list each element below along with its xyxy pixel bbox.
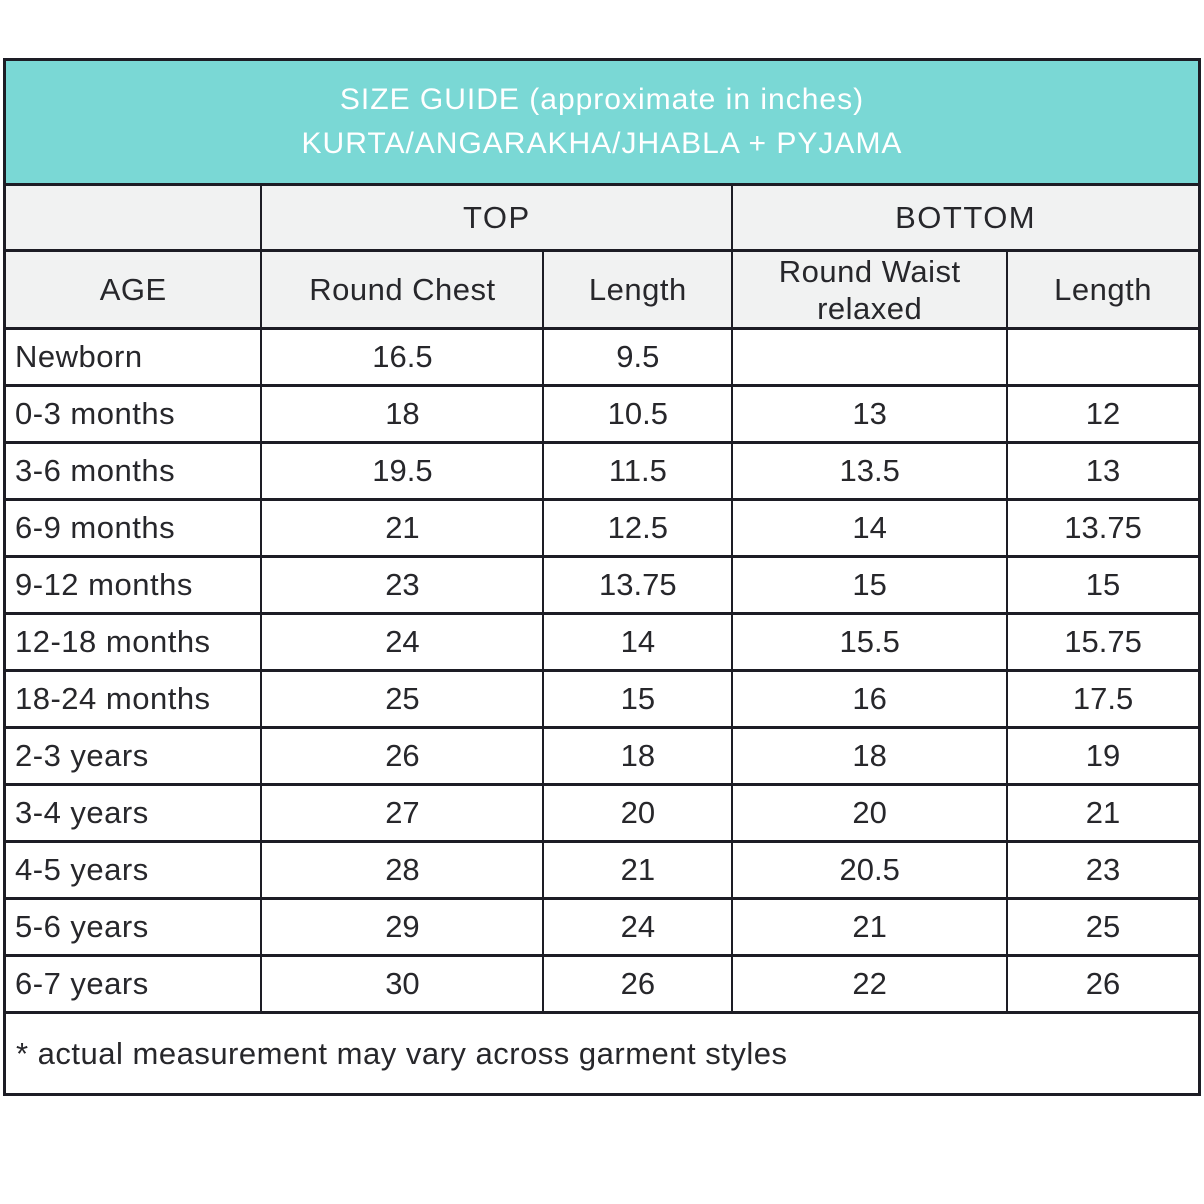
round-chest-cell: 29	[260, 897, 545, 957]
group-spacer-cell	[3, 183, 263, 252]
age-cell: 12-18 months	[3, 612, 263, 672]
bottom-length-cell: 15	[1006, 555, 1201, 615]
table-row: Newborn 16.5 9.5	[3, 327, 1201, 387]
table-row: 2-3 years 26 18 18 19	[3, 726, 1201, 786]
bottom-length-cell: 17.5	[1006, 669, 1201, 729]
age-cell: 2-3 years	[3, 726, 263, 786]
table-row: 9-12 months 23 13.75 15 15	[3, 555, 1201, 615]
top-length-cell: 24	[542, 897, 734, 957]
table-subtitle: KURTA/ANGARAKHA/JHABLA + PYJAMA	[301, 127, 903, 160]
round-waist-cell: 16	[731, 669, 1009, 729]
round-chest-cell: 24	[260, 612, 545, 672]
column-header-age: AGE	[3, 249, 263, 330]
top-length-cell: 9.5	[542, 327, 734, 387]
top-length-cell: 13.75	[542, 555, 734, 615]
round-chest-cell: 16.5	[260, 327, 545, 387]
age-cell: 0-3 months	[3, 384, 263, 444]
bottom-length-cell: 12	[1006, 384, 1201, 444]
column-header-round-waist: Round Waist relaxed	[731, 249, 1009, 330]
round-chest-cell: 23	[260, 555, 545, 615]
round-waist-cell: 13	[731, 384, 1009, 444]
column-header-round-chest: Round Chest	[260, 249, 545, 330]
title-banner: SIZE GUIDE (approximate in inches) KURTA…	[3, 58, 1201, 186]
top-length-cell: 20	[542, 783, 734, 843]
age-cell: 6-7 years	[3, 954, 263, 1014]
bottom-length-cell: 21	[1006, 783, 1201, 843]
top-length-cell: 10.5	[542, 384, 734, 444]
size-guide: SIZE GUIDE (approximate in inches) KURTA…	[3, 58, 1201, 1096]
column-group-bottom: BOTTOM	[731, 183, 1201, 252]
age-cell: 9-12 months	[3, 555, 263, 615]
round-waist-label: Round Waist relaxed	[778, 253, 961, 326]
age-cell: Newborn	[3, 327, 263, 387]
bottom-length-cell: 19	[1006, 726, 1201, 786]
round-chest-cell: 28	[260, 840, 545, 900]
column-group-top: TOP	[260, 183, 734, 252]
column-header-row: AGE Round Chest Length Round Waist relax…	[3, 249, 1201, 330]
table-row: 0-3 months 18 10.5 13 12	[3, 384, 1201, 444]
bottom-length-cell	[1006, 327, 1201, 387]
round-waist-cell	[731, 327, 1009, 387]
round-chest-cell: 30	[260, 954, 545, 1014]
column-group-row: TOP BOTTOM	[3, 183, 1201, 252]
bottom-length-cell: 23	[1006, 840, 1201, 900]
age-cell: 3-6 months	[3, 441, 263, 501]
age-cell: 18-24 months	[3, 669, 263, 729]
table-row: 4-5 years 28 21 20.5 23	[3, 840, 1201, 900]
top-length-cell: 18	[542, 726, 734, 786]
top-length-cell: 21	[542, 840, 734, 900]
table-row: 6-9 months 21 12.5 14 13.75	[3, 498, 1201, 558]
table-row: 12-18 months 24 14 15.5 15.75	[3, 612, 1201, 672]
round-waist-cell: 21	[731, 897, 1009, 957]
bottom-length-cell: 15.75	[1006, 612, 1201, 672]
round-waist-cell: 22	[731, 954, 1009, 1014]
round-waist-cell: 18	[731, 726, 1009, 786]
top-length-cell: 11.5	[542, 441, 734, 501]
table-row: 3-4 years 27 20 20 21	[3, 783, 1201, 843]
age-cell: 5-6 years	[3, 897, 263, 957]
bottom-length-cell: 26	[1006, 954, 1201, 1014]
column-header-bottom-length: Length	[1006, 249, 1201, 330]
bottom-length-cell: 25	[1006, 897, 1201, 957]
round-waist-cell: 13.5	[731, 441, 1009, 501]
top-length-cell: 14	[542, 612, 734, 672]
round-waist-cell: 15.5	[731, 612, 1009, 672]
round-chest-cell: 25	[260, 669, 545, 729]
round-chest-cell: 21	[260, 498, 545, 558]
round-waist-cell: 14	[731, 498, 1009, 558]
size-guide-table: SIZE GUIDE (approximate in inches) KURTA…	[3, 58, 1201, 1096]
round-waist-cell: 20	[731, 783, 1009, 843]
table-row: 3-6 months 19.5 11.5 13.5 13	[3, 441, 1201, 501]
top-length-cell: 26	[542, 954, 734, 1014]
top-length-cell: 15	[542, 669, 734, 729]
age-cell: 4-5 years	[3, 840, 263, 900]
round-chest-cell: 19.5	[260, 441, 545, 501]
title-cell: SIZE GUIDE (approximate in inches) KURTA…	[3, 58, 1201, 186]
table-row: 5-6 years 29 24 21 25	[3, 897, 1201, 957]
column-header-top-length: Length	[542, 249, 734, 330]
round-chest-cell: 27	[260, 783, 545, 843]
round-waist-cell: 15	[731, 555, 1009, 615]
bottom-length-cell: 13.75	[1006, 498, 1201, 558]
age-cell: 3-4 years	[3, 783, 263, 843]
top-length-cell: 12.5	[542, 498, 734, 558]
round-chest-cell: 18	[260, 384, 545, 444]
table-row: 6-7 years 30 26 22 26	[3, 954, 1201, 1014]
round-waist-cell: 20.5	[731, 840, 1009, 900]
bottom-length-cell: 13	[1006, 441, 1201, 501]
round-chest-cell: 26	[260, 726, 545, 786]
footnote: * actual measurement may vary across gar…	[3, 1011, 1201, 1096]
table-title: SIZE GUIDE (approximate in inches)	[339, 83, 865, 116]
footnote-row: * actual measurement may vary across gar…	[3, 1011, 1201, 1096]
table-row: 18-24 months 25 15 16 17.5	[3, 669, 1201, 729]
age-cell: 6-9 months	[3, 498, 263, 558]
